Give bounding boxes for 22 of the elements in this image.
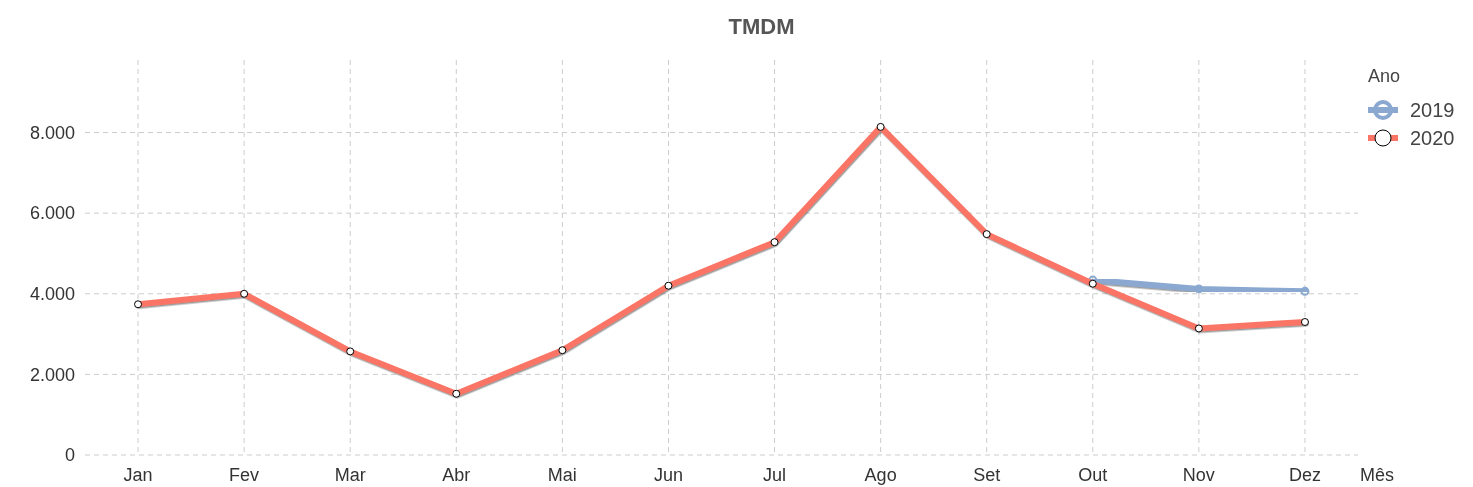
x-tick-label: Abr — [442, 465, 471, 485]
x-tick-label: Mar — [334, 465, 366, 485]
y-tick-label: 2.000 — [29, 364, 75, 385]
x-axis-title: Mês — [1360, 465, 1395, 485]
x-tick-label: Nov — [1182, 465, 1215, 485]
y-tick-label: 4.000 — [29, 284, 75, 305]
y-tick-label: 8.000 — [29, 122, 75, 143]
y-tick-label: 6.000 — [29, 203, 75, 224]
x-tick-label: Out — [1078, 465, 1108, 485]
x-tick-label: Jul — [763, 465, 787, 485]
legend-label: 2019 — [1410, 99, 1455, 121]
legend-label: 2020 — [1410, 127, 1455, 149]
x-tick-label: Mai — [547, 465, 577, 485]
y-tick-label: 0 — [64, 445, 75, 466]
x-tick-label: Jan — [123, 465, 153, 485]
legend-title: Ano — [1368, 66, 1401, 86]
x-tick-label: Jun — [653, 465, 683, 485]
x-tick-label: Dez — [1288, 465, 1321, 485]
x-tick-label: Fev — [229, 465, 260, 485]
x-tick-label: Ago — [864, 465, 897, 485]
chart-title: TMDM — [728, 14, 795, 39]
x-tick-label: Set — [973, 465, 1001, 485]
